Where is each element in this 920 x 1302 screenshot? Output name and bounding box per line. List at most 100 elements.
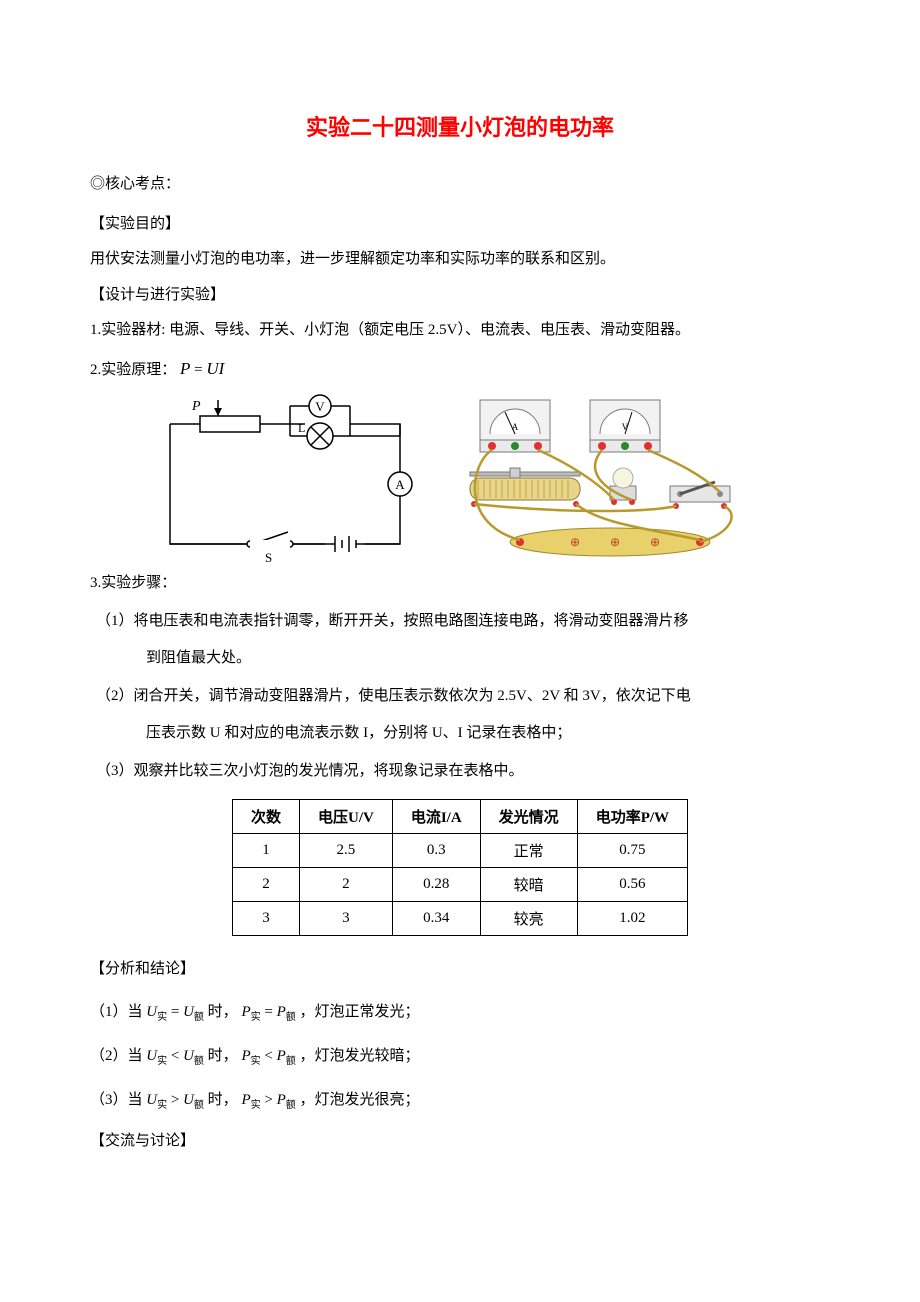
cell: 0.3 xyxy=(392,834,480,868)
design-item-1: 1.实验器材: 电源、导线、开关、小灯泡（额定电压 2.5V）、电流表、电压表、… xyxy=(90,315,830,347)
design-heading: 【设计与进行实验】 xyxy=(90,280,830,312)
label-S: S xyxy=(265,550,272,564)
c3-mid: 时， xyxy=(208,1092,238,1108)
table-row: 2 2 0.28 较暗 0.56 xyxy=(232,868,687,902)
cell: 3 xyxy=(232,902,299,936)
cell: 3 xyxy=(299,902,392,936)
op: = xyxy=(171,1004,183,1020)
page: 实验二十四测量小灯泡的电功率 ◎核心考点： 【实验目的】 用伏安法测量小灯泡的电… xyxy=(0,0,920,1302)
c1-prefix: （1）当 xyxy=(90,1004,143,1020)
cell: 2 xyxy=(232,868,299,902)
sym-P: P xyxy=(277,1004,286,1020)
cell: 较亮 xyxy=(480,902,577,936)
design-item-3: 3.实验步骤： xyxy=(90,568,830,600)
step-1: （1）将电压表和电流表指针调零，断开开关，按照电路图连接电路，将滑动变阻器滑片移 xyxy=(90,606,830,638)
analysis-heading: 【分析和结论】 xyxy=(90,954,830,986)
sym-U: U xyxy=(146,1048,157,1064)
sub-actual: 实 xyxy=(251,1100,261,1111)
formula-P: P xyxy=(180,359,190,378)
table-row: 3 3 0.34 较亮 1.02 xyxy=(232,902,687,936)
c2-suffix: ，灯泡发光较暗； xyxy=(300,1048,420,1064)
th-4: 电功率P/W xyxy=(577,800,687,834)
purpose-heading: 【实验目的】 xyxy=(90,209,830,241)
op: > xyxy=(171,1092,183,1108)
sub-actual: 实 xyxy=(157,1056,167,1067)
voltmeter-icon: V xyxy=(590,400,660,452)
cell: 0.56 xyxy=(577,868,687,902)
svg-text:⊕: ⊕ xyxy=(610,535,620,549)
switch-icon xyxy=(670,482,730,509)
sym-U: U xyxy=(183,1092,194,1108)
step-1-cont: 到阻值最大处。 xyxy=(146,643,830,675)
sym-U: U xyxy=(183,1048,194,1064)
th-1: 电压U/V xyxy=(299,800,392,834)
sym-U: U xyxy=(146,1004,157,1020)
sym-P: P xyxy=(277,1092,286,1108)
svg-text:A: A xyxy=(512,422,519,432)
formula-UI: UI xyxy=(206,359,224,378)
circuit-schematic: P V L xyxy=(140,394,420,564)
cell: 较暗 xyxy=(480,868,577,902)
label-L: L xyxy=(298,421,305,435)
c2-mid: 时， xyxy=(208,1048,238,1064)
rheostat-icon xyxy=(470,468,580,507)
step-3: （3）观察并比较三次小灯泡的发光情况，将现象记录在表格中。 xyxy=(90,756,830,788)
sub-rated: 额 xyxy=(194,1056,204,1067)
op: < xyxy=(264,1048,276,1064)
c1-mid: 时， xyxy=(208,1004,238,1020)
design-item-2: 2.实验原理： P = UI xyxy=(90,351,830,387)
core-points-label: ◎核心考点： xyxy=(90,170,830,199)
c2-prefix: （2）当 xyxy=(90,1048,143,1064)
purpose-text: 用伏安法测量小灯泡的电功率，进一步理解额定功率和实际功率的联系和区别。 xyxy=(90,244,830,276)
sym-P: P xyxy=(241,1004,250,1020)
battery-icon: ⊕ ⊕ ⊕ xyxy=(510,528,710,556)
cell: 正常 xyxy=(480,834,577,868)
sym-U: U xyxy=(146,1092,157,1108)
sub-actual: 实 xyxy=(251,1012,261,1023)
th-0: 次数 xyxy=(232,800,299,834)
label-P: P xyxy=(191,399,201,414)
cell: 0.34 xyxy=(392,902,480,936)
label-A: A xyxy=(395,477,405,492)
cell: 2.5 xyxy=(299,834,392,868)
sub-rated: 额 xyxy=(194,1012,204,1023)
table-header-row: 次数 电压U/V 电流I/A 发光情况 电功率P/W xyxy=(232,800,687,834)
conclusion-2: （2）当 U实 < U额 时， P实 < P额 ，灯泡发光较暗； xyxy=(90,1038,830,1074)
sub-actual: 实 xyxy=(157,1100,167,1111)
op: < xyxy=(171,1048,183,1064)
data-table: 次数 电压U/V 电流I/A 发光情况 电功率P/W 1 2.5 0.3 正常 … xyxy=(232,799,688,936)
svg-text:⊕: ⊕ xyxy=(570,535,580,549)
th-2: 电流I/A xyxy=(392,800,480,834)
svg-text:V: V xyxy=(622,422,629,432)
discuss-heading: 【交流与讨论】 xyxy=(90,1126,830,1158)
page-title: 实验二十四测量小灯泡的电功率 xyxy=(90,110,830,142)
step-2: （2）闭合开关，调节滑动变阻器滑片，使电压表示数依次为 2.5V、2V 和 3V… xyxy=(90,681,830,713)
cell: 0.28 xyxy=(392,868,480,902)
physical-setup-diagram: A V xyxy=(450,394,780,564)
conclusion-3: （3）当 U实 > U额 时， P实 > P额 ，灯泡发光很亮； xyxy=(90,1082,830,1118)
cell: 1 xyxy=(232,834,299,868)
op: = xyxy=(264,1004,276,1020)
design-item-2-prefix: 2.实验原理： xyxy=(90,362,176,378)
diagram-row: P V L xyxy=(90,394,830,564)
c3-suffix: ，灯泡发光很亮； xyxy=(300,1092,420,1108)
cell: 2 xyxy=(299,868,392,902)
conclusion-1: （1）当 U实 = U额 时， P实 = P额 ，灯泡正常发光； xyxy=(90,994,830,1030)
sub-rated: 额 xyxy=(286,1100,296,1111)
c1-suffix: ，灯泡正常发光； xyxy=(300,1004,420,1020)
sym-P: P xyxy=(241,1048,250,1064)
cell: 1.02 xyxy=(577,902,687,936)
op: > xyxy=(264,1092,276,1108)
label-V: V xyxy=(315,399,325,414)
step-2-cont: 压表示数 U 和对应的电流表示数 I，分别将 U、I 记录在表格中； xyxy=(146,718,830,750)
ammeter-icon: A xyxy=(480,400,550,452)
sym-P: P xyxy=(241,1092,250,1108)
table-row: 1 2.5 0.3 正常 0.75 xyxy=(232,834,687,868)
svg-text:⊕: ⊕ xyxy=(650,535,660,549)
sub-actual: 实 xyxy=(157,1012,167,1023)
formula-eq: = xyxy=(190,362,206,378)
sub-actual: 实 xyxy=(251,1056,261,1067)
sub-rated: 额 xyxy=(286,1056,296,1067)
c3-prefix: （3）当 xyxy=(90,1092,143,1108)
cell: 0.75 xyxy=(577,834,687,868)
